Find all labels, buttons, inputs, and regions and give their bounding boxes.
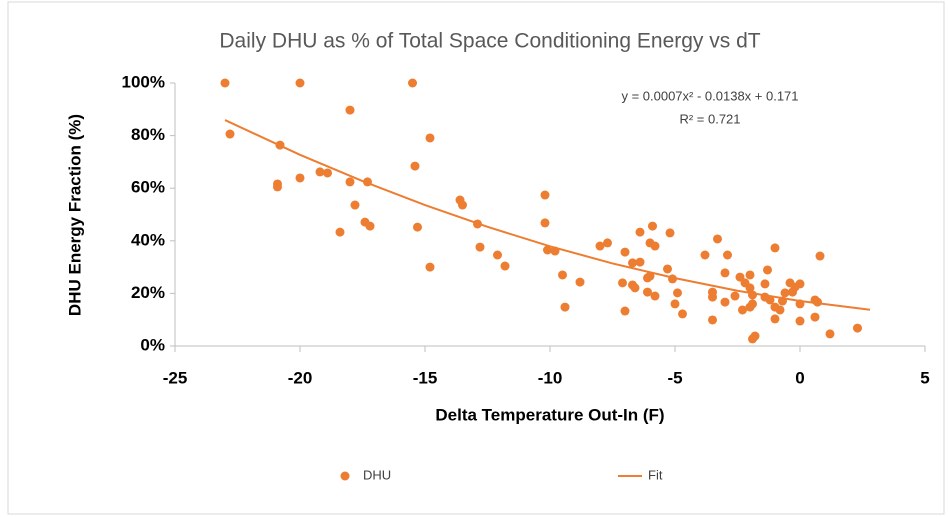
data-point — [770, 243, 780, 253]
x-tick-label: -20 — [288, 368, 313, 387]
y-tick-label: 40% — [131, 230, 165, 249]
data-point — [745, 283, 755, 293]
data-point — [560, 302, 570, 312]
data-point — [700, 250, 710, 260]
legend-label: Fit — [648, 467, 663, 482]
data-point — [618, 278, 627, 288]
x-tick-label: -10 — [538, 368, 563, 387]
data-point — [500, 261, 510, 271]
data-point — [295, 78, 305, 88]
data-point — [663, 264, 672, 274]
data-point — [635, 257, 645, 267]
data-point — [745, 270, 755, 280]
x-tick-label: 0 — [795, 368, 804, 387]
data-point — [775, 305, 785, 315]
data-point — [323, 168, 332, 178]
data-point — [643, 287, 652, 297]
data-point — [345, 105, 355, 115]
data-point — [365, 221, 375, 231]
chart-title: Daily DHU as % of Total Space Conditioni… — [219, 30, 760, 53]
data-point — [788, 287, 797, 297]
y-tick-label: 80% — [131, 125, 165, 144]
y-tick-label: 100% — [122, 72, 165, 91]
fit-line — [224, 119, 871, 311]
y-axis-title: DHU Energy Fraction (%) — [65, 114, 84, 316]
data-point — [350, 200, 360, 210]
data-point — [648, 221, 657, 231]
data-point — [413, 222, 422, 232]
legend-label: DHU — [363, 467, 391, 482]
data-point — [595, 241, 605, 251]
y-tick-label: 60% — [131, 178, 165, 197]
data-point — [540, 218, 550, 228]
fit-equation: y = 0.0007x² - 0.0138x + 0.171 — [621, 88, 798, 103]
data-point — [795, 316, 805, 326]
x-axis-title: Delta Temperature Out-In (F) — [435, 405, 664, 424]
data-point — [620, 306, 630, 316]
data-point — [540, 190, 550, 200]
data-point — [853, 323, 862, 333]
data-point — [738, 305, 747, 315]
data-point — [763, 265, 772, 275]
data-point — [603, 238, 612, 248]
data-point — [225, 129, 235, 139]
data-point — [315, 167, 325, 177]
data-point — [408, 78, 417, 88]
data-point — [273, 182, 282, 192]
data-point — [620, 247, 630, 257]
data-point — [493, 250, 502, 260]
data-point — [720, 297, 730, 307]
data-point — [815, 251, 825, 261]
data-point — [770, 314, 780, 324]
data-point — [810, 312, 820, 322]
data-point — [628, 258, 637, 268]
y-tick-label: 0% — [140, 335, 165, 354]
data-point — [295, 173, 305, 183]
data-point — [575, 277, 585, 287]
data-point — [630, 283, 640, 293]
data-point — [713, 234, 722, 244]
chart-border — [7, 1, 945, 515]
data-point — [723, 250, 732, 260]
data-point — [678, 309, 687, 319]
data-point — [708, 292, 717, 302]
data-point — [673, 288, 682, 298]
data-point — [760, 279, 770, 289]
data-point — [720, 268, 730, 278]
data-point — [475, 242, 485, 252]
data-point — [543, 245, 552, 255]
data-point — [425, 133, 435, 143]
data-point — [748, 299, 757, 309]
x-tick-label: 5 — [920, 368, 929, 387]
r-squared: R² = 0.721 — [679, 111, 740, 126]
data-point — [220, 78, 230, 88]
data-point — [650, 241, 660, 251]
data-point — [670, 299, 680, 309]
data-point — [458, 200, 467, 210]
data-point — [730, 291, 740, 301]
data-point — [345, 177, 355, 187]
data-point — [750, 331, 760, 341]
data-point — [795, 279, 805, 289]
data-point — [825, 329, 835, 339]
x-tick-label: -5 — [667, 368, 682, 387]
data-point — [335, 227, 345, 237]
data-point — [708, 315, 717, 325]
y-tick-label: 20% — [131, 283, 165, 302]
x-tick-label: -15 — [413, 368, 438, 387]
data-point — [665, 228, 675, 238]
data-point — [780, 288, 790, 298]
legend-marker — [340, 471, 350, 481]
data-point — [558, 270, 567, 280]
data-point — [765, 295, 775, 305]
data-point — [635, 227, 645, 237]
data-point — [410, 161, 420, 171]
x-tick-label: -25 — [163, 368, 188, 387]
data-point — [650, 291, 660, 301]
data-point — [425, 262, 435, 272]
